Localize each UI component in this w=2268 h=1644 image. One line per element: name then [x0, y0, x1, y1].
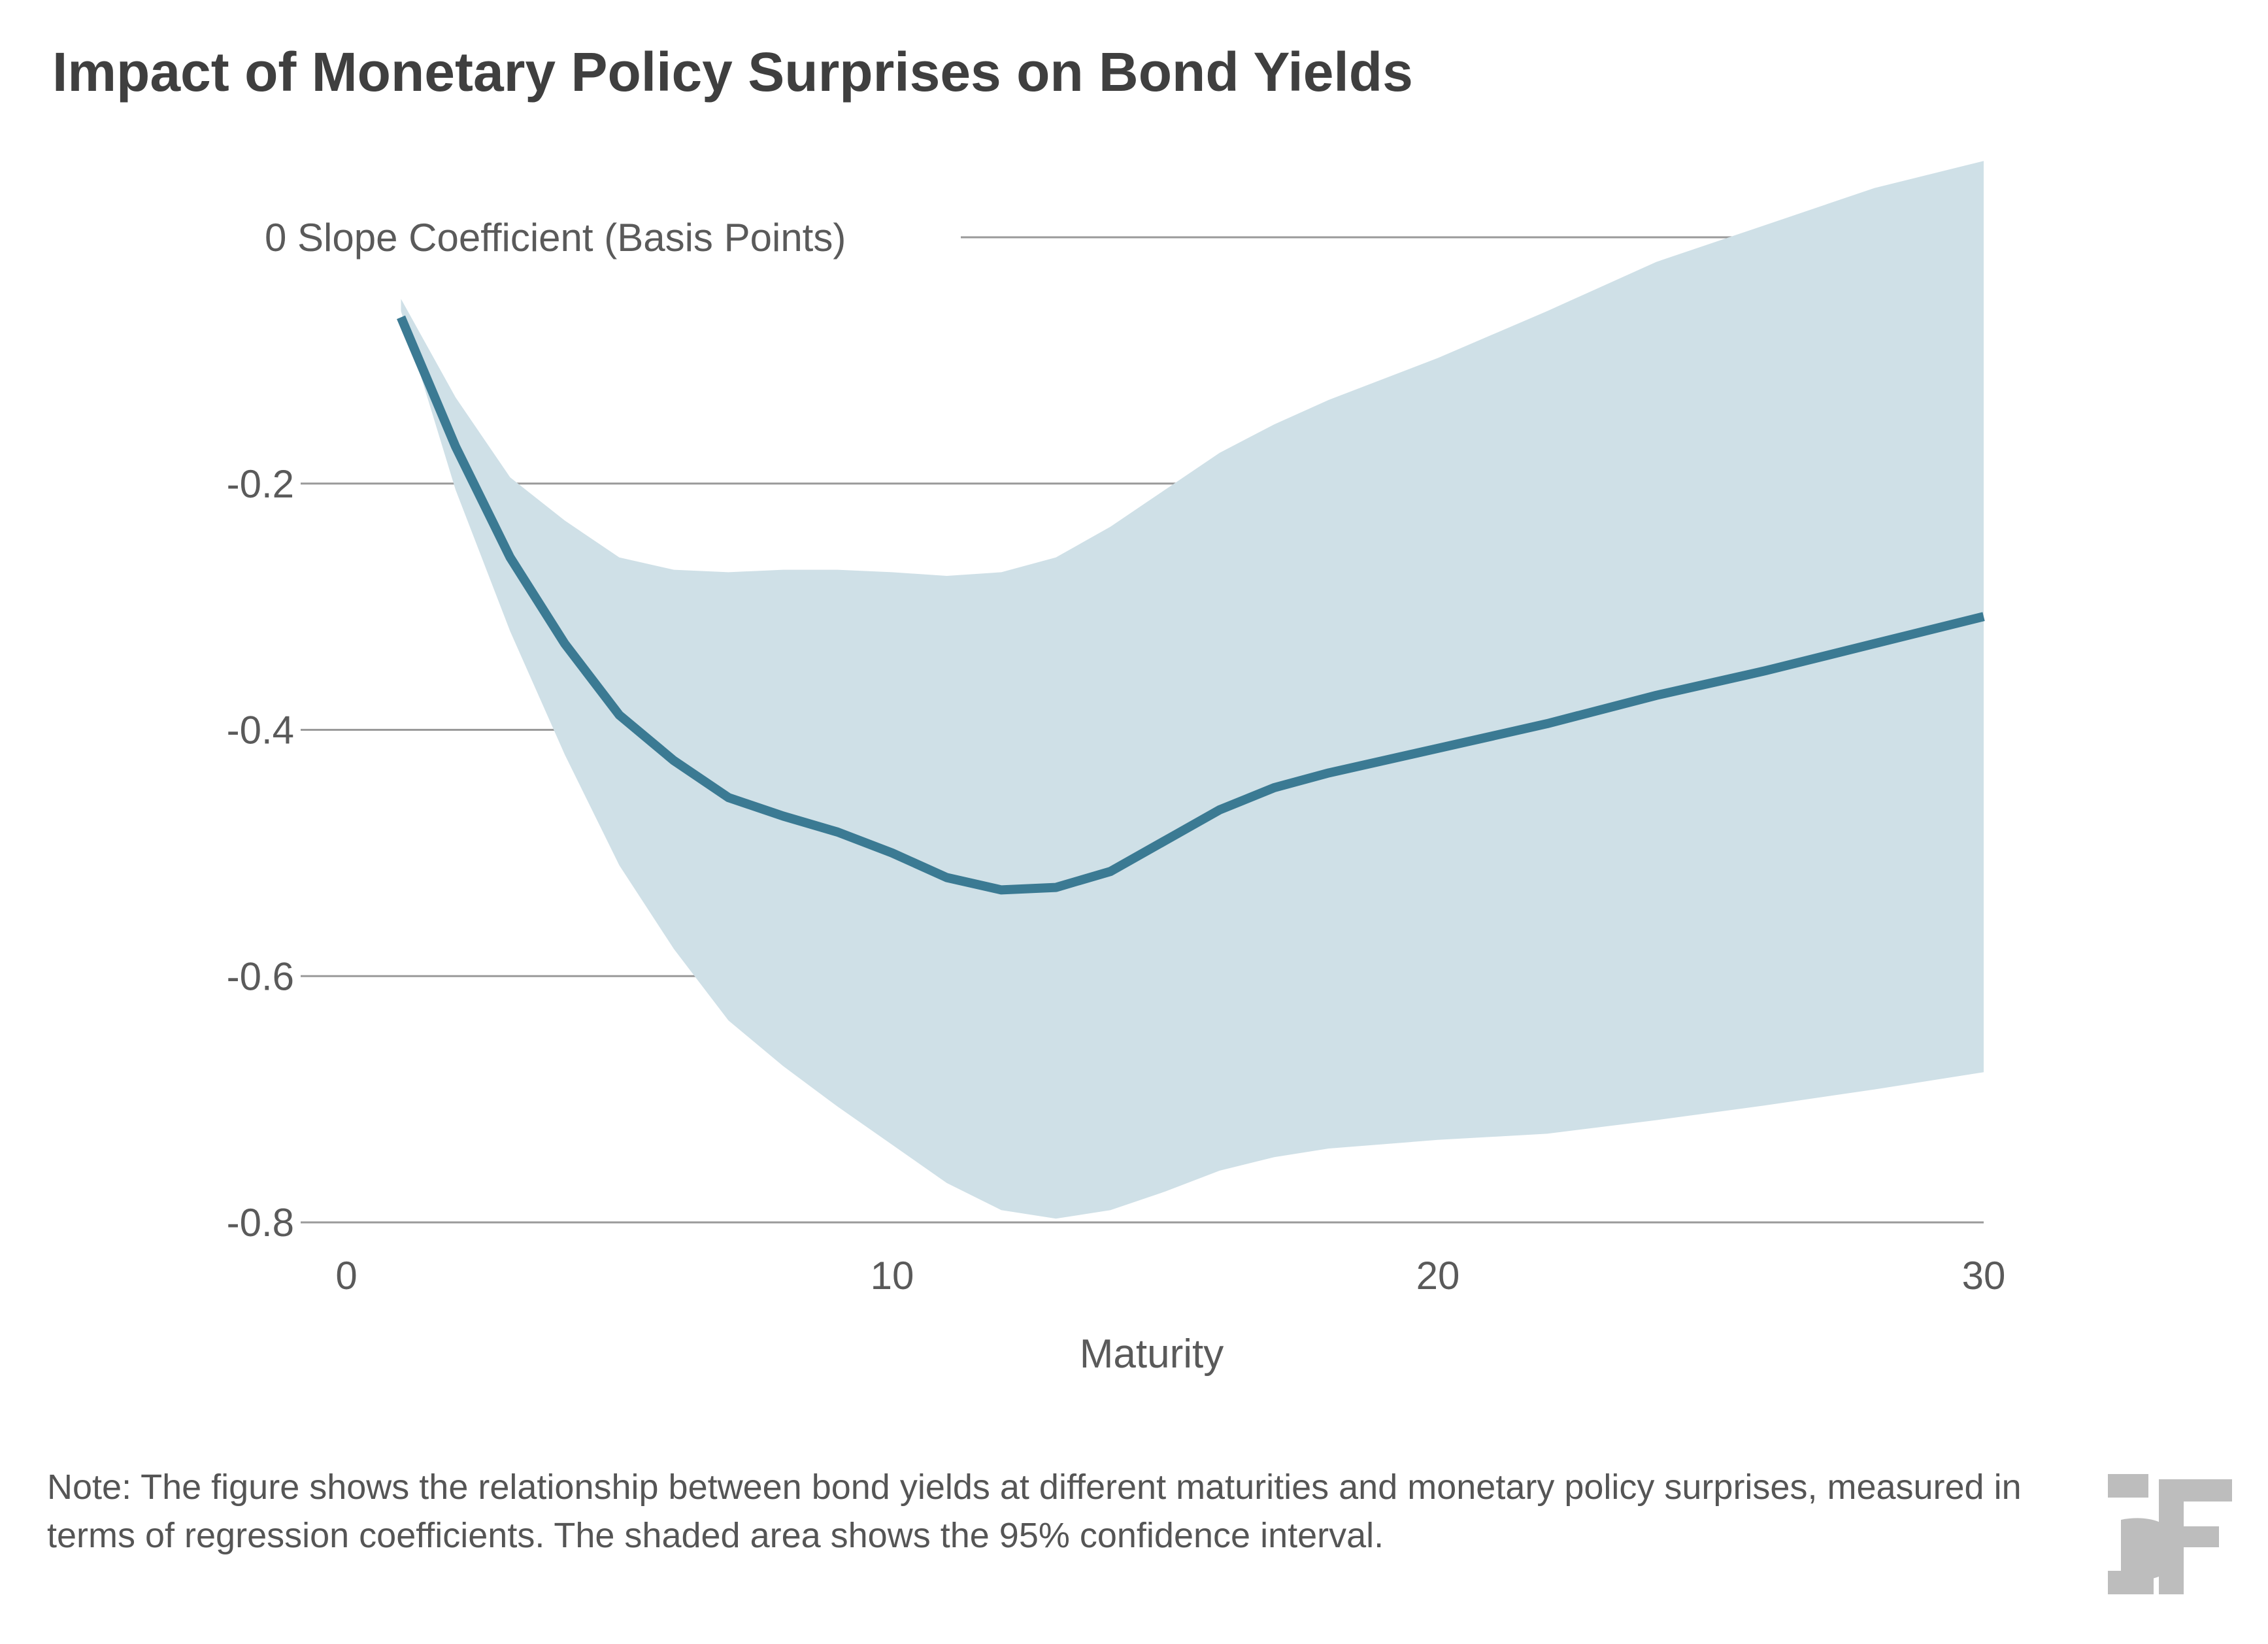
- x-tick-label: 20: [1416, 1254, 1460, 1298]
- chart-plot: 0 Slope Coefficient (Basis Points) -0.2 -0…: [227, 161, 2005, 1377]
- x-tick-label: 10: [871, 1254, 914, 1298]
- x-tick-labels: 0 10 20 30: [335, 1254, 2005, 1298]
- y-tick-label: 0 Slope Coefficient (Basis Points): [265, 216, 846, 260]
- x-axis-title: Maturity: [1080, 1332, 1224, 1377]
- x-tick-label: 0: [335, 1254, 357, 1298]
- chart-title: Impact of Monetary Policy Surprises on B…: [52, 41, 1413, 103]
- y-tick-label: -0.2: [227, 462, 294, 506]
- y-tick-labels: 0 Slope Coefficient (Basis Points) -0.2 -0…: [227, 216, 846, 1245]
- x-tick-label: 30: [1962, 1254, 2006, 1298]
- estimate-line: [397, 315, 1985, 895]
- chart-note: Note: The figure shows the relationship …: [47, 1468, 2022, 1555]
- confidence-band: [401, 161, 1984, 1219]
- y-tick-label: -0.6: [227, 954, 294, 998]
- y-tick-label: -0.4: [227, 709, 294, 752]
- bf-logo: [2108, 1474, 2232, 1594]
- y-tick-label: -0.8: [227, 1201, 294, 1245]
